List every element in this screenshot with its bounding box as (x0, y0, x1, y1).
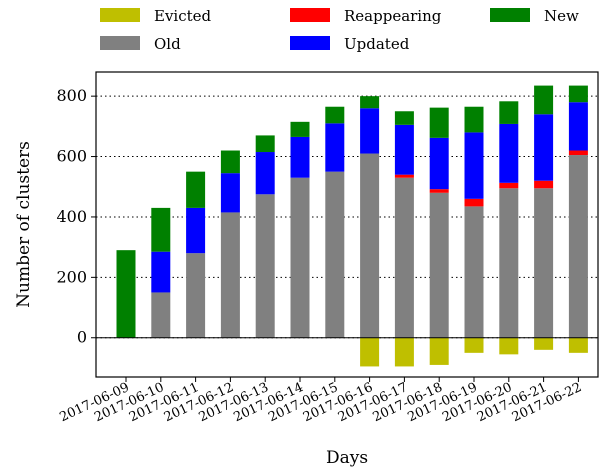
bar-old-2017-06-16 (360, 153, 380, 338)
bar-reappearing-2017-06-21 (534, 180, 554, 189)
bar-reappearing-2017-06-22 (568, 150, 588, 156)
bar-old-2017-06-12 (220, 212, 240, 338)
bar-updated-2017-06-18 (429, 137, 449, 190)
bar-updated-2017-06-12 (220, 173, 240, 213)
bar-reappearing-2017-06-17 (394, 174, 414, 178)
y-tick-label: 800 (56, 86, 87, 105)
bar-new-2017-06-13 (255, 135, 275, 153)
bar-old-2017-06-13 (255, 194, 275, 338)
legend-swatch-reappearing (290, 8, 330, 22)
bar-reappearing-2017-06-19 (464, 198, 484, 207)
bar-old-2017-06-15 (325, 171, 345, 338)
bar-reappearing-2017-06-20 (499, 182, 519, 189)
bar-new-2017-06-09 (116, 250, 136, 338)
bar-old-2017-06-17 (394, 177, 414, 338)
bar-updated-2017-06-17 (394, 124, 414, 175)
legend-label-updated: Updated (344, 35, 410, 53)
bar-updated-2017-06-13 (255, 152, 275, 195)
x-axis-label: Days (326, 448, 368, 468)
x-axis: 2017-06-092017-06-102017-06-112017-06-12… (57, 377, 584, 425)
legend-swatch-new (490, 8, 530, 22)
bar-old-2017-06-19 (464, 206, 484, 338)
bar-new-2017-06-18 (429, 107, 449, 138)
bar-evicted-2017-06-22 (568, 337, 588, 353)
y-tick-label: 600 (56, 147, 87, 166)
bar-new-2017-06-19 (464, 106, 484, 133)
bar-old-2017-06-21 (534, 188, 554, 338)
bar-evicted-2017-06-19 (464, 337, 484, 353)
y-tick-label: 0 (77, 328, 87, 347)
bar-new-2017-06-21 (534, 85, 554, 115)
y-tick-label: 400 (56, 207, 87, 226)
y-axis-label: Number of clusters (14, 141, 34, 308)
bar-old-2017-06-10 (151, 292, 171, 338)
bar-new-2017-06-12 (220, 150, 240, 174)
legend-label-new: New (544, 7, 579, 25)
bar-updated-2017-06-10 (151, 251, 171, 293)
bar-new-2017-06-11 (186, 171, 206, 208)
bar-reappearing-2017-06-18 (429, 189, 449, 193)
y-tick-label: 200 (56, 267, 87, 286)
bar-old-2017-06-22 (568, 155, 588, 338)
bar-new-2017-06-22 (568, 85, 588, 103)
bar-new-2017-06-17 (394, 111, 414, 125)
legend-swatch-old (100, 36, 140, 50)
legend-swatch-updated (290, 36, 330, 50)
legend-label-reappearing: Reappearing (344, 7, 442, 25)
bar-new-2017-06-16 (360, 96, 380, 109)
legend-swatch-evicted (100, 8, 140, 22)
bar-evicted-2017-06-20 (499, 337, 519, 355)
bar-new-2017-06-10 (151, 207, 171, 252)
bar-new-2017-06-15 (325, 106, 345, 124)
bar-updated-2017-06-22 (568, 102, 588, 151)
bar-evicted-2017-06-16 (360, 337, 380, 367)
bar-updated-2017-06-19 (464, 132, 484, 199)
grid (96, 95, 598, 339)
bars (96, 85, 598, 367)
bar-new-2017-06-14 (290, 121, 310, 137)
y-axis: 0 200 400 600 800 (56, 86, 96, 347)
bar-updated-2017-06-21 (534, 114, 554, 181)
bar-old-2017-06-20 (499, 188, 519, 338)
legend-label-old: Old (154, 35, 181, 53)
bar-updated-2017-06-20 (499, 123, 519, 183)
bar-evicted-2017-06-21 (534, 337, 554, 350)
bar-old-2017-06-14 (290, 177, 310, 338)
bar-updated-2017-06-14 (290, 136, 310, 178)
bar-updated-2017-06-16 (360, 108, 380, 154)
plot-frame (95, 71, 599, 378)
bar-updated-2017-06-15 (325, 123, 345, 172)
legend: Evicted Reappearing New Old Updated (100, 7, 579, 53)
legend-label-evicted: Evicted (154, 7, 212, 25)
bar-updated-2017-06-11 (186, 207, 206, 254)
bar-old-2017-06-11 (186, 253, 206, 338)
bar-evicted-2017-06-17 (394, 337, 414, 367)
bar-new-2017-06-20 (499, 101, 519, 124)
bar-old-2017-06-18 (429, 192, 449, 338)
bar-evicted-2017-06-18 (429, 337, 449, 365)
